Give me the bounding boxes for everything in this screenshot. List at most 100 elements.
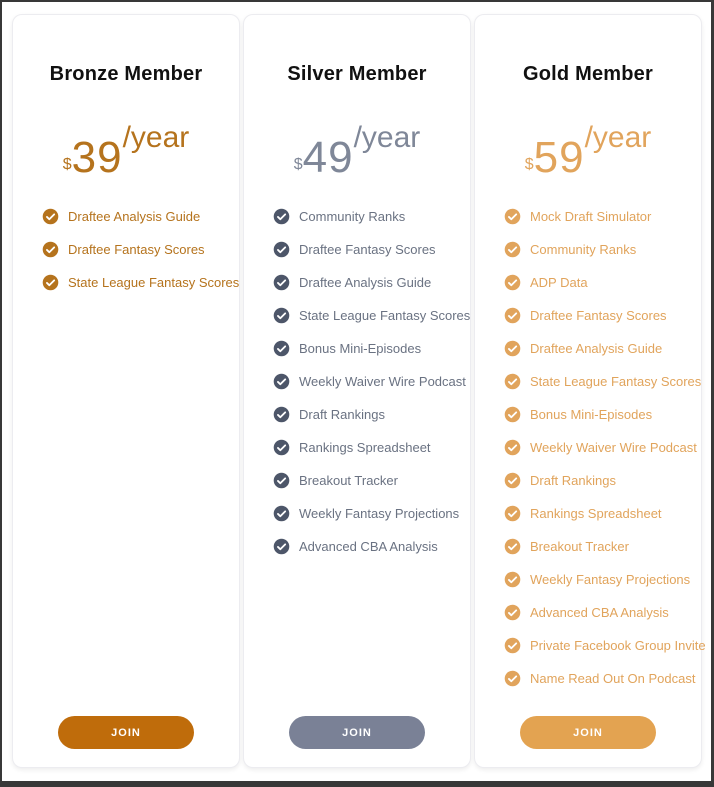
feature-list: Mock Draft Simulator Community Ranks (475, 200, 706, 716)
feature-item: ADP Data (504, 266, 691, 299)
feature-item: Rankings Spreadsheet (273, 431, 460, 464)
feature-label: Community Ranks (530, 242, 637, 258)
check-circle-icon (504, 340, 521, 357)
feature-list: Community Ranks Draftee Fantasy Scores (244, 200, 470, 716)
check-circle-icon (504, 307, 521, 324)
plan-card-gold: Gold Member $ 59 /year Mock Draft Simula… (474, 14, 706, 768)
check-circle-icon (504, 274, 521, 291)
feature-label: Name Read Out On Podcast (530, 671, 696, 687)
check-circle-icon (504, 670, 521, 687)
feature-label: Draft Rankings (299, 407, 385, 423)
feature-item: State League Fantasy Scores (504, 365, 701, 398)
check-circle-icon (273, 340, 290, 357)
check-circle-icon (504, 538, 521, 555)
feature-item: Mock Draft Simulator (504, 200, 691, 233)
feature-item: Draftee Analysis Guide (504, 332, 691, 365)
check-circle-icon (504, 604, 521, 621)
price-amount: 59 (533, 132, 585, 182)
check-circle-icon (273, 538, 290, 555)
check-circle-icon (504, 406, 521, 423)
feature-item: Rankings Spreadsheet (504, 497, 691, 530)
check-circle-icon (273, 406, 290, 423)
feature-label: Bonus Mini-Episodes (530, 407, 653, 423)
price-amount: 39 (71, 132, 123, 182)
check-circle-icon (504, 241, 521, 258)
feature-label: Advanced CBA Analysis (299, 539, 438, 555)
feature-label: Rankings Spreadsheet (530, 506, 662, 522)
check-circle-icon (504, 439, 521, 456)
check-circle-icon (273, 472, 290, 489)
plan-card-silver: Silver Member $ 49 /year Community Ranks (243, 14, 471, 768)
feature-list: Draftee Analysis Guide Draftee Fantasy S… (13, 200, 239, 716)
feature-label: Breakout Tracker (530, 539, 629, 555)
feature-label: Weekly Fantasy Projections (530, 572, 691, 588)
feature-label: Weekly Waiver Wire Podcast (299, 374, 466, 390)
check-circle-icon (504, 208, 521, 225)
feature-label: Rankings Spreadsheet (299, 440, 431, 456)
join-button[interactable]: JOIN (289, 716, 425, 749)
feature-item: State League Fantasy Scores (273, 299, 470, 332)
plan-card-bronze: Bronze Member $ 39 /year Draftee Analysi… (12, 14, 240, 768)
plan-title: Bronze Member (49, 62, 203, 85)
feature-item: Bonus Mini-Episodes (504, 398, 691, 431)
feature-label: Advanced CBA Analysis (530, 605, 669, 621)
button-row: JOIN (244, 716, 470, 749)
check-circle-icon (504, 505, 521, 522)
feature-label: Draftee Fantasy Scores (68, 242, 205, 258)
check-circle-icon (273, 274, 290, 291)
button-row: JOIN (13, 716, 239, 749)
feature-item: Advanced CBA Analysis (504, 596, 691, 629)
feature-item: Draft Rankings (273, 398, 460, 431)
check-circle-icon (273, 439, 290, 456)
feature-item: Weekly Waiver Wire Podcast (504, 431, 697, 464)
feature-item: Weekly Waiver Wire Podcast (273, 365, 466, 398)
feature-label: Draftee Analysis Guide (68, 209, 201, 225)
feature-label: ADP Data (530, 275, 588, 291)
button-row: JOIN (475, 716, 701, 749)
price-amount: 49 (302, 132, 354, 182)
feature-label: Community Ranks (299, 209, 406, 225)
price-period: /year (122, 121, 190, 155)
feature-label: Bonus Mini-Episodes (299, 341, 422, 357)
price-period: /year (353, 121, 421, 155)
price-currency: $ (524, 156, 534, 174)
feature-item: Advanced CBA Analysis (273, 530, 460, 563)
plan-title: Gold Member (523, 62, 653, 85)
feature-item: Draftee Analysis Guide (42, 200, 229, 233)
feature-label: Weekly Fantasy Projections (299, 506, 460, 522)
check-circle-icon (42, 241, 59, 258)
feature-item: Bonus Mini-Episodes (273, 332, 460, 365)
feature-item: State League Fantasy Scores (42, 266, 239, 299)
check-circle-icon (504, 571, 521, 588)
feature-item: Breakout Tracker (273, 464, 460, 497)
feature-item: Community Ranks (504, 233, 691, 266)
feature-item: Draftee Fantasy Scores (273, 233, 460, 266)
join-button[interactable]: JOIN (58, 716, 194, 749)
feature-label: Mock Draft Simulator (530, 209, 652, 225)
feature-item: Breakout Tracker (504, 530, 691, 563)
check-circle-icon (42, 274, 59, 291)
plan-title: Silver Member (287, 62, 427, 85)
feature-label: Weekly Waiver Wire Podcast (530, 440, 697, 456)
check-circle-icon (273, 208, 290, 225)
feature-label: Breakout Tracker (299, 473, 398, 489)
feature-item: Draftee Analysis Guide (273, 266, 460, 299)
check-circle-icon (273, 505, 290, 522)
feature-item: Name Read Out On Podcast (504, 662, 695, 695)
feature-label: Draft Rankings (530, 473, 616, 489)
check-circle-icon (273, 241, 290, 258)
plan-price: $ 59 /year (475, 123, 701, 182)
plan-price: $ 49 /year (244, 123, 470, 182)
check-circle-icon (504, 472, 521, 489)
feature-label: State League Fantasy Scores (299, 308, 471, 324)
feature-label: Draftee Analysis Guide (530, 341, 663, 357)
check-circle-icon (504, 637, 521, 654)
price-currency: $ (293, 156, 303, 174)
feature-item: Community Ranks (273, 200, 460, 233)
join-button[interactable]: JOIN (520, 716, 656, 749)
feature-item: Weekly Fantasy Projections (273, 497, 460, 530)
feature-label: State League Fantasy Scores (530, 374, 702, 390)
check-circle-icon (42, 208, 59, 225)
feature-item: Draftee Fantasy Scores (42, 233, 229, 266)
